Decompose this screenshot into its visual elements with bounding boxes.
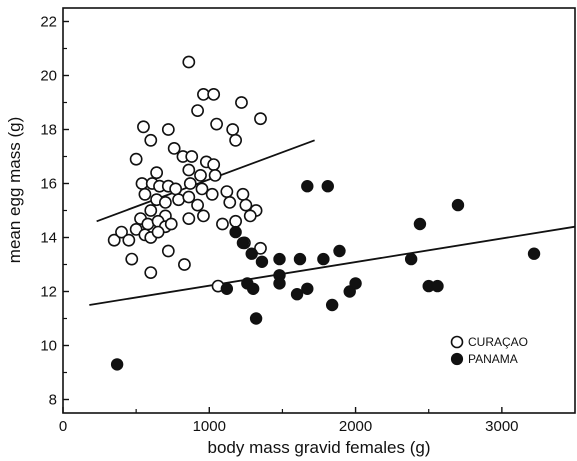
data-point-curacao <box>194 168 207 182</box>
data-point-curacao <box>216 217 229 231</box>
data-point-panama <box>404 252 418 266</box>
data-point-panama <box>325 298 339 312</box>
data-point-curacao <box>182 190 196 204</box>
y-tick-label: 18 <box>40 122 57 139</box>
data-point-curacao <box>205 187 219 201</box>
legend-marker-filled <box>450 352 464 366</box>
data-point-curacao <box>158 195 172 209</box>
data-point-panama <box>255 255 269 268</box>
data-point-curacao <box>239 198 253 212</box>
data-point-panama <box>293 252 307 266</box>
data-point-panama <box>317 252 330 266</box>
data-point-panama <box>321 179 334 193</box>
data-point-panama <box>236 236 250 250</box>
trend-line-panama <box>89 225 576 306</box>
data-points <box>107 55 541 371</box>
legend-label-curacao: CURAÇAO <box>468 335 528 349</box>
data-point-panama <box>273 252 286 266</box>
data-point-curacao <box>236 187 250 201</box>
data-point-curacao <box>243 209 257 223</box>
data-point-panama <box>273 277 286 290</box>
data-point-curacao <box>164 217 178 231</box>
data-point-curacao <box>195 182 209 196</box>
data-point-panama <box>527 247 541 260</box>
data-point-curacao <box>191 198 204 212</box>
data-point-curacao <box>185 150 199 163</box>
data-point-curacao <box>137 120 150 134</box>
data-point-curacao <box>226 123 240 136</box>
data-point-curacao <box>138 187 152 201</box>
data-point-curacao <box>178 258 191 271</box>
data-point-curacao <box>235 96 248 109</box>
data-point-curacao <box>172 193 185 207</box>
y-tick-label: 12 <box>40 284 57 301</box>
data-point-curacao <box>182 55 196 69</box>
legend-label-panama: PANAMA <box>468 352 518 366</box>
data-point-panama <box>431 279 444 293</box>
data-point-curacao <box>150 166 164 180</box>
data-point-panama <box>301 179 314 193</box>
data-point-curacao <box>151 225 165 239</box>
data-point-curacao <box>161 123 175 136</box>
data-point-curacao <box>254 241 267 255</box>
y-tick-label: 16 <box>40 176 57 193</box>
data-point-panama <box>290 288 304 301</box>
data-point-curacao <box>210 117 223 131</box>
data-point-panama <box>245 247 258 260</box>
tick-labels: 0 1000 2000 3000 8 10 12 14 16 18 20 22 <box>40 14 518 436</box>
data-point-curacao <box>144 133 158 147</box>
data-point-panama <box>301 282 314 295</box>
data-point-panama <box>413 217 427 231</box>
y-tick-label: 20 <box>40 68 57 85</box>
data-point-curacao <box>144 204 158 217</box>
legend-marker-open <box>450 335 464 349</box>
trend-line-curacao <box>96 139 315 223</box>
data-point-curacao <box>182 212 196 225</box>
data-point-curacao <box>167 141 181 155</box>
data-point-curacao <box>169 182 183 196</box>
x-tick-label: 2000 <box>339 418 372 435</box>
data-point-curacao <box>115 225 128 239</box>
data-point-curacao <box>197 209 210 223</box>
x-tick-label: 1000 <box>193 418 226 435</box>
x-tick-label: 3000 <box>485 418 518 435</box>
data-point-curacao <box>191 104 204 117</box>
y-axis-title: mean egg mass (g) <box>5 117 24 263</box>
data-point-curacao <box>254 112 267 126</box>
data-point-curacao <box>207 158 221 171</box>
data-point-curacao <box>125 252 139 266</box>
data-point-curacao <box>220 185 234 198</box>
data-point-curacao <box>229 214 243 228</box>
data-point-panama <box>220 282 234 295</box>
legend: CURAÇAO PANAMA <box>450 335 528 366</box>
y-tick-label: 8 <box>49 392 57 409</box>
data-point-panama <box>249 312 263 325</box>
data-point-curacao <box>144 266 158 279</box>
y-tick-label: 10 <box>40 338 57 355</box>
data-point-panama <box>349 277 362 290</box>
data-point-curacao <box>182 163 196 177</box>
axis-ticks <box>62 20 503 413</box>
x-axis-title: body mass gravid females (g) <box>208 438 431 457</box>
data-point-curacao <box>183 177 197 190</box>
data-point-panama <box>451 198 465 212</box>
x-tick-label: 0 <box>59 418 67 435</box>
data-point-curacao <box>129 152 143 166</box>
data-point-curacao <box>107 233 121 247</box>
data-point-curacao <box>229 133 243 147</box>
data-point-panama <box>110 358 124 371</box>
data-point-curacao <box>122 233 136 247</box>
data-point-curacao <box>207 88 221 101</box>
data-point-panama <box>246 282 260 295</box>
data-point-curacao <box>161 244 175 258</box>
trend-lines <box>89 139 576 306</box>
y-tick-label: 14 <box>40 230 57 247</box>
data-point-panama <box>333 244 346 258</box>
data-point-curacao <box>208 168 222 182</box>
data-point-curacao <box>223 195 237 209</box>
y-tick-label: 22 <box>40 14 57 31</box>
data-point-panama <box>229 225 242 239</box>
data-point-curacao <box>141 217 155 231</box>
